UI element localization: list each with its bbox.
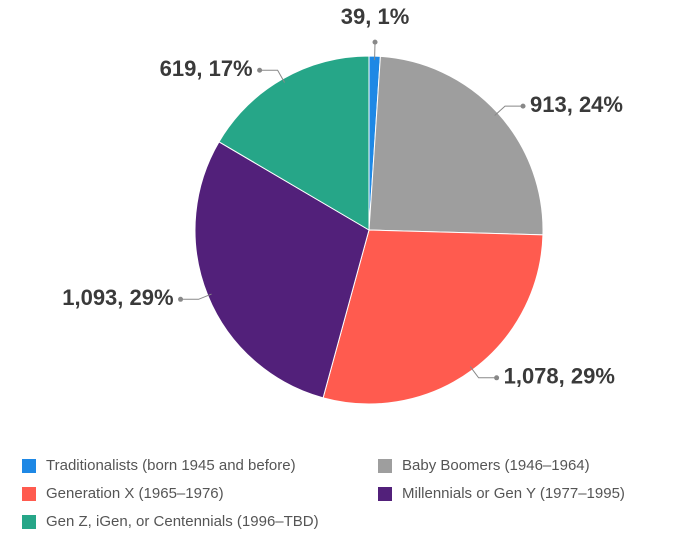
legend-swatch	[22, 459, 36, 473]
legend-label: Generation X (1965–1976)	[46, 485, 224, 502]
value-label: 1,078, 29%	[504, 364, 615, 389]
legend-label: Gen Z, iGen, or Centennials (1996–TBD)	[46, 513, 319, 530]
legend-swatch	[22, 515, 36, 529]
pie-slice	[368, 55, 544, 236]
legend-swatch	[378, 459, 392, 473]
legend-label: Millennials or Gen Y (1977–1995)	[402, 485, 625, 502]
legend-swatch	[378, 487, 392, 501]
leader-line	[259, 69, 286, 83]
leader-dot	[494, 375, 500, 381]
value-label: 619, 17%	[160, 56, 253, 81]
legend-swatch	[22, 487, 36, 501]
leader-dot	[372, 39, 378, 45]
leader-line	[180, 293, 212, 300]
leader-dot	[520, 103, 526, 109]
leader-line	[469, 366, 497, 379]
value-label: 1,093, 29%	[62, 285, 173, 310]
leader-dot	[178, 296, 184, 302]
leader-line	[494, 105, 524, 116]
legend-label: Traditionalists (born 1945 and before)	[46, 457, 296, 474]
value-label: 39, 1%	[341, 4, 410, 29]
legend-label: Baby Boomers (1946–1964)	[402, 457, 590, 474]
leader-dot	[257, 67, 263, 73]
value-label: 913, 24%	[530, 92, 623, 117]
